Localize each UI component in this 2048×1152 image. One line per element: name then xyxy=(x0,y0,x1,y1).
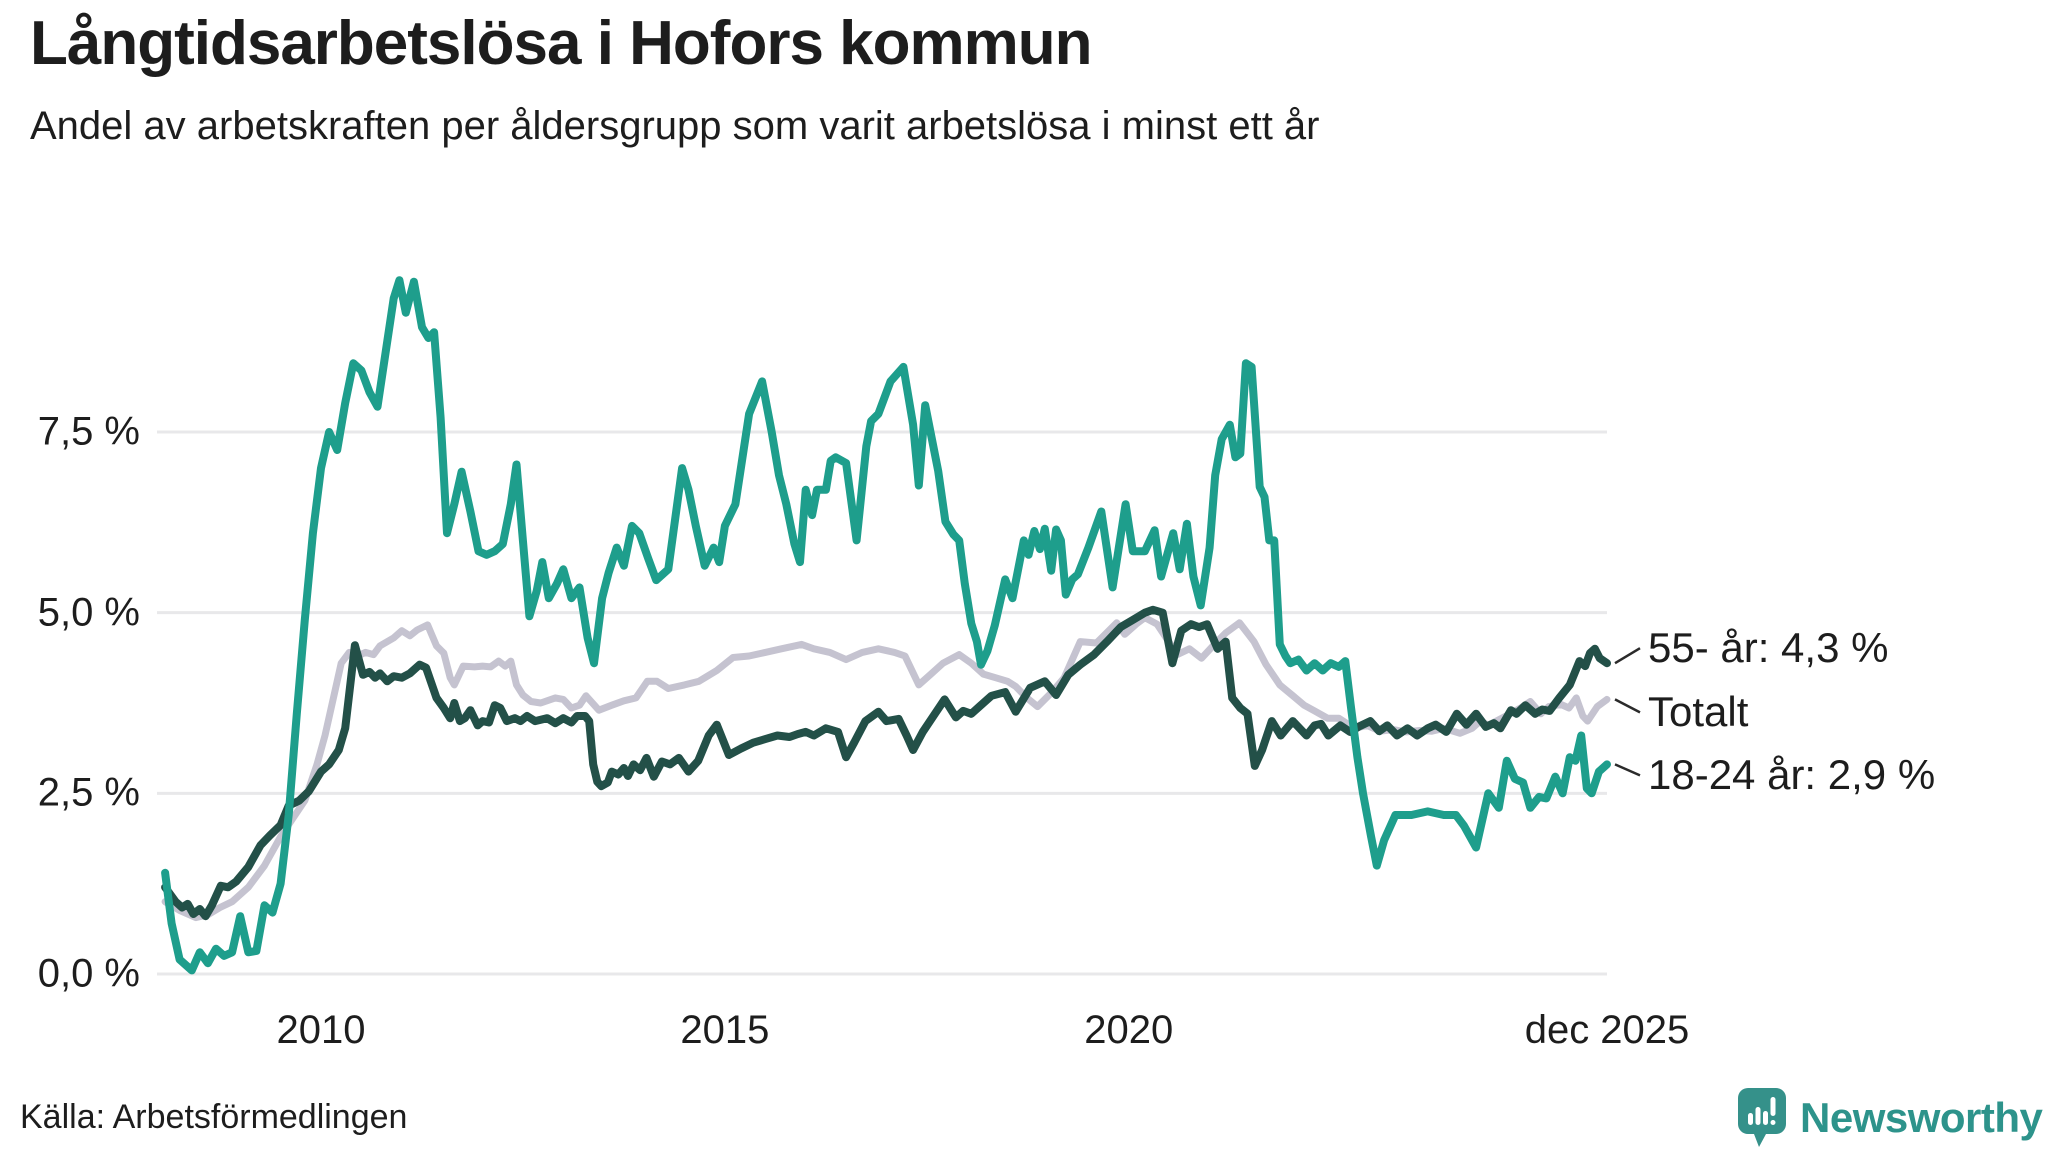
x-tick-label: dec 2025 xyxy=(1524,1008,1690,1052)
y-tick-label: 7,5 % xyxy=(37,409,140,454)
newsworthy-logo: Newsworthy xyxy=(1738,1088,2043,1148)
end-label-55-r: 55- år: 4,3 % xyxy=(1648,624,1889,672)
x-tick-label: 2020 xyxy=(1084,1008,1174,1052)
chart-title: Långtidsarbetslösa i Hofors kommun xyxy=(30,9,1093,78)
series-line-18-24-r xyxy=(161,276,1611,975)
end-label-connector xyxy=(1614,647,1641,665)
end-label-totalt: Totalt xyxy=(1648,688,1749,736)
end-label-18-24-r: 18-24 år: 2,9 % xyxy=(1648,751,1936,799)
x-tick-label: 2010 xyxy=(276,1008,366,1052)
chart-subtitle: Andel av arbetskraften per åldersgrupp s… xyxy=(30,104,1320,148)
series-line-totalt xyxy=(161,614,1611,922)
end-label-connector xyxy=(1614,763,1641,777)
y-tick-label: 0,0 % xyxy=(37,951,140,996)
y-tick-label: 2,5 % xyxy=(37,770,140,815)
y-tick-label: 5,0 % xyxy=(37,590,140,635)
source-note: Källa: Arbetsförmedlingen xyxy=(20,1098,408,1136)
newsworthy-wordmark: Newsworthy xyxy=(1800,1094,2043,1141)
x-tick-label: 2015 xyxy=(680,1008,770,1052)
newsworthy-bubble-chart-icon xyxy=(1738,1088,1786,1147)
series-line-55-r xyxy=(161,605,1611,921)
end-label-connector xyxy=(1614,698,1641,714)
